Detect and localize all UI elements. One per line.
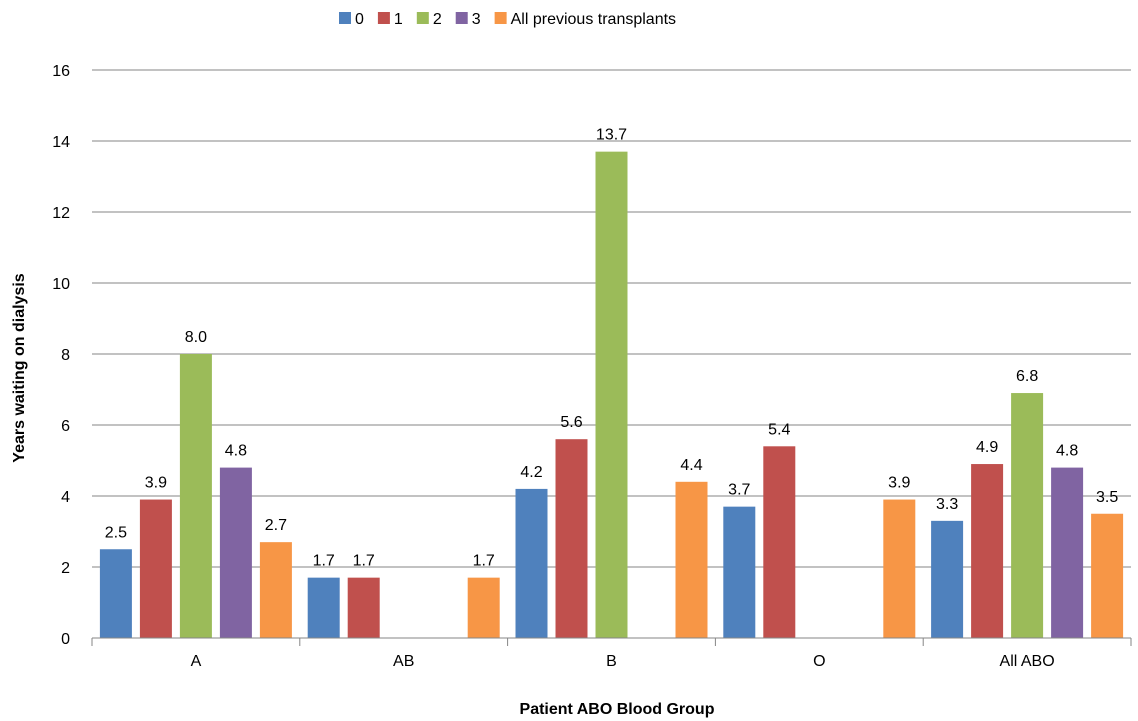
bar-1-a <box>139 499 172 638</box>
bar-all-previous-transplants-a <box>259 542 292 638</box>
legend-swatch <box>416 12 429 24</box>
bar-2-b <box>595 151 628 638</box>
y-tick-label: 6 <box>61 418 70 435</box>
legend-label: 3 <box>472 11 481 28</box>
data-label: 3.7 <box>728 482 750 499</box>
data-label: 3.9 <box>145 475 167 492</box>
bar-1-all-abo <box>971 464 1004 638</box>
y-tick-label: 10 <box>52 276 70 293</box>
data-label: 4.9 <box>976 439 998 456</box>
bar-0-all-abo <box>931 520 964 638</box>
bar-0-a <box>99 549 132 638</box>
data-label: 1.7 <box>313 553 335 570</box>
data-label: 4.8 <box>1056 443 1078 460</box>
bar-3-all-abo <box>1051 467 1084 638</box>
y-tick-label: 4 <box>61 489 70 506</box>
x-axis: A AB B O All ABO <box>91 637 1132 670</box>
data-label: 1.7 <box>353 553 375 570</box>
bars: 2.5 3.9 8.0 4.8 2.7 1.7 1.7 1.7 4.2 5.6 13.7 4.4 3.7… <box>99 127 1124 638</box>
bar-2-a <box>179 354 212 638</box>
data-label: 3.3 <box>936 496 958 513</box>
bar-1-b <box>555 439 588 638</box>
bar-0-ab <box>307 577 340 638</box>
legend-label: All previous transplants <box>511 11 676 28</box>
bar-3-a <box>219 467 252 638</box>
data-label: 5.6 <box>560 414 582 431</box>
y-axis-title: Years waiting on dialysis <box>11 273 28 463</box>
bar-1-o <box>763 446 796 638</box>
x-tick-label: A <box>191 653 202 670</box>
y-tick-label: 14 <box>52 134 70 151</box>
data-label: 4.8 <box>225 443 247 460</box>
legend-swatch <box>494 12 507 24</box>
data-label: 4.4 <box>680 457 702 474</box>
legend-label: 0 <box>355 11 364 28</box>
data-label: 2.7 <box>265 517 287 534</box>
legend-swatch <box>377 12 390 24</box>
bar-all-previous-transplants-all-abo <box>1091 513 1124 638</box>
x-tick-label: AB <box>393 653 414 670</box>
data-label: 8.0 <box>185 329 207 346</box>
x-tick-label: O <box>813 653 825 670</box>
data-label: 5.4 <box>768 421 790 438</box>
legend-swatch <box>339 12 351 24</box>
bar-0-o <box>723 506 756 638</box>
legend-swatch <box>455 12 468 24</box>
y-tick-label: 0 <box>61 631 70 648</box>
data-label: 2.5 <box>105 524 127 541</box>
y-tick-label: 12 <box>52 205 70 222</box>
data-label: 6.8 <box>1016 368 1038 385</box>
data-label: 4.2 <box>520 464 542 481</box>
bar-all-previous-transplants-o <box>883 499 916 638</box>
bar-0-b <box>515 488 548 638</box>
bar-2-all-abo <box>1011 393 1044 638</box>
y-tick-label: 2 <box>61 560 70 577</box>
y-tick-label: 8 <box>61 347 70 364</box>
legend: 0 1 2 3 All previous transplants <box>339 11 676 28</box>
x-tick-label: All ABO <box>1000 653 1055 670</box>
data-label: 1.7 <box>473 553 495 570</box>
bar-all-previous-transplants-b <box>675 481 708 638</box>
bar-1-ab <box>347 577 380 638</box>
legend-label: 2 <box>433 11 442 28</box>
data-label: 3.9 <box>888 475 910 492</box>
data-label: 13.7 <box>596 127 627 144</box>
x-tick-label: B <box>606 653 617 670</box>
x-axis-title: Patient ABO Blood Group <box>520 701 715 718</box>
legend-label: 1 <box>394 11 403 28</box>
bar-all-previous-transplants-ab <box>467 577 500 638</box>
y-tick-label: 16 <box>52 63 70 80</box>
data-label: 3.5 <box>1096 489 1118 506</box>
y-axis-ticks: 0 2 4 6 8 10 12 14 16 <box>52 63 70 648</box>
